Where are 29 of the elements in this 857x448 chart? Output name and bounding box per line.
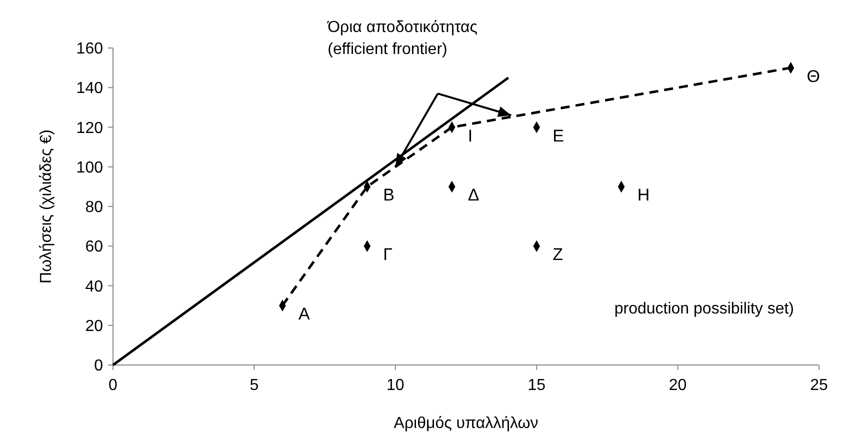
y-tick-label: 100	[76, 159, 104, 176]
annotation: production possibility set)	[614, 300, 794, 318]
x-tick-label: 0	[108, 377, 118, 394]
annotation: Γ	[383, 245, 393, 264]
annotation: Θ	[806, 66, 820, 86]
y-axis-title: Πωλήσεις (χιλιάδες €)	[38, 130, 55, 284]
y-tick-label: 80	[85, 199, 104, 216]
text: Όρια αποδοτικότητας	[326, 19, 478, 36]
x-axis-title: Αριθμός υπαλλήλων	[394, 415, 538, 432]
x-tick-label: 15	[528, 377, 546, 394]
annotation: Z	[552, 245, 563, 264]
x-tick-label: 5	[250, 377, 259, 394]
y-tick-label: 40	[85, 278, 104, 296]
annotation: Δ	[468, 186, 480, 205]
x-tick-label: 10	[386, 377, 404, 394]
annotation: (efficient frontier)	[328, 41, 448, 58]
y-tick-label: 0	[94, 358, 104, 375]
x-tick-label: 20	[668, 377, 687, 394]
y-tick-label: 20	[85, 318, 104, 335]
y-tick-label: 140	[76, 80, 104, 98]
y-tick-label: 60	[85, 238, 104, 256]
annotation: A	[298, 304, 310, 324]
annotation: I	[468, 126, 473, 146]
annotation: H	[637, 186, 650, 205]
y-tick-label: 160	[76, 40, 104, 58]
annotation: B	[383, 186, 395, 205]
annotation: E	[552, 126, 564, 146]
x-tick-label: 25	[810, 377, 828, 394]
y-tick-label: 120	[76, 120, 104, 137]
